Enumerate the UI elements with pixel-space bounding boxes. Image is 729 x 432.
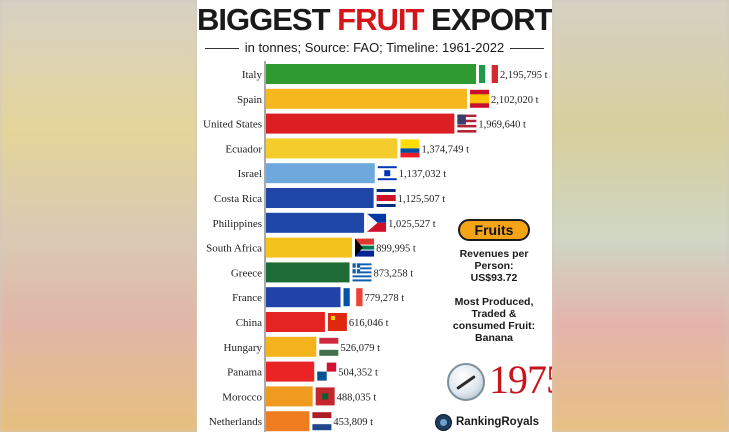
bar <box>266 64 476 84</box>
value-label: 1,125,507 t <box>398 194 446 205</box>
revenue-info: Revenues per Person: US$93.72 <box>444 248 544 284</box>
value-label: 1,969,640 t <box>478 120 526 131</box>
bar <box>266 361 315 382</box>
value-label: 2,102,020 t <box>491 95 539 106</box>
bar-row: China 616,046 t <box>236 312 389 332</box>
title-part-3: EXPORTERS <box>431 2 552 37</box>
blurred-background-right <box>552 0 729 432</box>
bar-row: Greece 873,258 t <box>231 262 414 283</box>
category-label: China <box>236 317 262 329</box>
value-label: 873,258 t <box>374 268 414 279</box>
bar-row: France 779,278 t <box>232 287 405 308</box>
brand: RankingRoyals <box>435 412 539 432</box>
category-label: Israel <box>238 168 262 180</box>
hungary-flag-icon <box>319 337 339 356</box>
brand-name: RankingRoyals <box>456 416 540 428</box>
spain-flag-icon <box>470 89 490 108</box>
bar-row: South Africa 899,995 t <box>206 237 416 258</box>
south-africa-flag-icon <box>355 238 375 257</box>
blurred-background-left <box>0 0 197 432</box>
value-label: 453,809 t <box>333 417 373 428</box>
china-flag-icon <box>327 313 347 331</box>
bar <box>266 386 313 407</box>
bar-row: Spain 2,102,020 t <box>237 88 539 109</box>
bar <box>266 411 310 432</box>
title-highlight: FRUIT <box>337 2 424 37</box>
bar-row: Italy 2,195,795 t <box>242 64 548 84</box>
bar-row: Netherlands 453,809 t <box>209 411 373 432</box>
category-label: Panama <box>227 367 262 379</box>
produced-info: Most Produced, Traded & consumed Fruit: B… <box>444 296 544 344</box>
panama-flag-icon <box>317 362 337 381</box>
dial-needle <box>456 374 476 391</box>
bar <box>266 212 365 233</box>
category-label: Spain <box>237 94 263 106</box>
infographic-panel: BIGGEST FRUIT EXPORTERS in tonnes; Sourc… <box>197 0 552 432</box>
value-label: 2,195,795 t <box>500 70 548 81</box>
value-label: 526,079 t <box>340 343 380 354</box>
bar-row: Israel 1,137,032 t <box>238 163 447 184</box>
bar <box>266 287 341 308</box>
bar-row: United States 1,969,640 t <box>203 113 526 134</box>
year-label: 1975 <box>489 357 552 402</box>
greece-flag-icon <box>352 263 372 282</box>
category-label: South Africa <box>206 243 262 255</box>
title-part-1: BIGGEST <box>197 2 338 37</box>
chart-title: BIGGEST FRUIT EXPORTERS <box>197 1 552 39</box>
chart-subtitle-wrap: in tonnes; Source: FAO; Timeline: 1961-2… <box>197 39 552 57</box>
bar <box>266 312 325 332</box>
category-label: Greece <box>231 267 262 279</box>
category-label: Philippines <box>212 218 262 230</box>
philippines-flag-icon <box>367 213 387 232</box>
bar <box>266 113 455 134</box>
produced-label: Most Produced, Traded & consumed Fruit: <box>452 296 536 332</box>
bar <box>266 188 374 208</box>
value-label: 616,046 t <box>349 318 389 329</box>
category-label: Italy <box>242 69 263 81</box>
produced-value: Banana <box>475 332 513 344</box>
brand-logo-icon <box>435 413 452 431</box>
israel-flag-icon <box>377 164 397 183</box>
value-label: 1,137,032 t <box>399 169 447 180</box>
bar <box>266 262 350 283</box>
value-label: 1,374,749 t <box>421 144 469 155</box>
category-label: Costa Rica <box>214 193 262 205</box>
category-badge: Fruits <box>458 219 530 241</box>
value-label: 779,278 t <box>365 293 405 304</box>
bar-row: Costa Rica 1,125,507 t <box>214 188 445 208</box>
value-label: 899,995 t <box>376 244 416 255</box>
timeline-dial-icon <box>447 363 485 401</box>
bar-row: Ecuador 1,374,749 t <box>225 138 469 159</box>
usa-flag-icon <box>457 114 477 133</box>
bar-row: Morocco 488,035 t <box>222 386 377 407</box>
category-label: France <box>232 292 262 304</box>
bar <box>266 138 398 159</box>
bar <box>266 336 317 357</box>
category-label: Hungary <box>224 342 263 354</box>
italy-flag-icon <box>479 65 498 83</box>
bar <box>266 88 468 109</box>
category-label: Morocco <box>222 391 262 403</box>
bar <box>266 237 353 258</box>
value-label: 488,035 t <box>337 392 377 403</box>
chart-subtitle: in tonnes; Source: FAO; Timeline: 1961-2… <box>238 40 511 55</box>
netherlands-flag-icon <box>312 412 332 431</box>
morocco-flag-icon <box>315 387 335 406</box>
bar-row: Hungary 526,079 t <box>224 336 380 357</box>
value-label: 1,025,527 t <box>388 219 436 230</box>
revenue-value: US$93.72 <box>470 272 518 284</box>
value-label: 504,352 t <box>338 368 378 379</box>
bar-chart: Italy 2,195,795 t Spain 2,102,020 t United S… <box>203 61 548 432</box>
bar-row: Philippines 1,025,527 t <box>212 212 436 233</box>
bar <box>266 163 375 184</box>
category-label: United States <box>203 119 262 131</box>
revenue-label: Revenues per Person: <box>459 248 529 272</box>
ecuador-flag-icon <box>400 139 420 158</box>
costa-rica-flag-icon <box>376 189 396 207</box>
category-label: Ecuador <box>225 143 262 155</box>
france-flag-icon <box>343 288 363 307</box>
category-label: Netherlands <box>209 416 262 428</box>
bar-row: Panama 504,352 t <box>227 361 378 382</box>
